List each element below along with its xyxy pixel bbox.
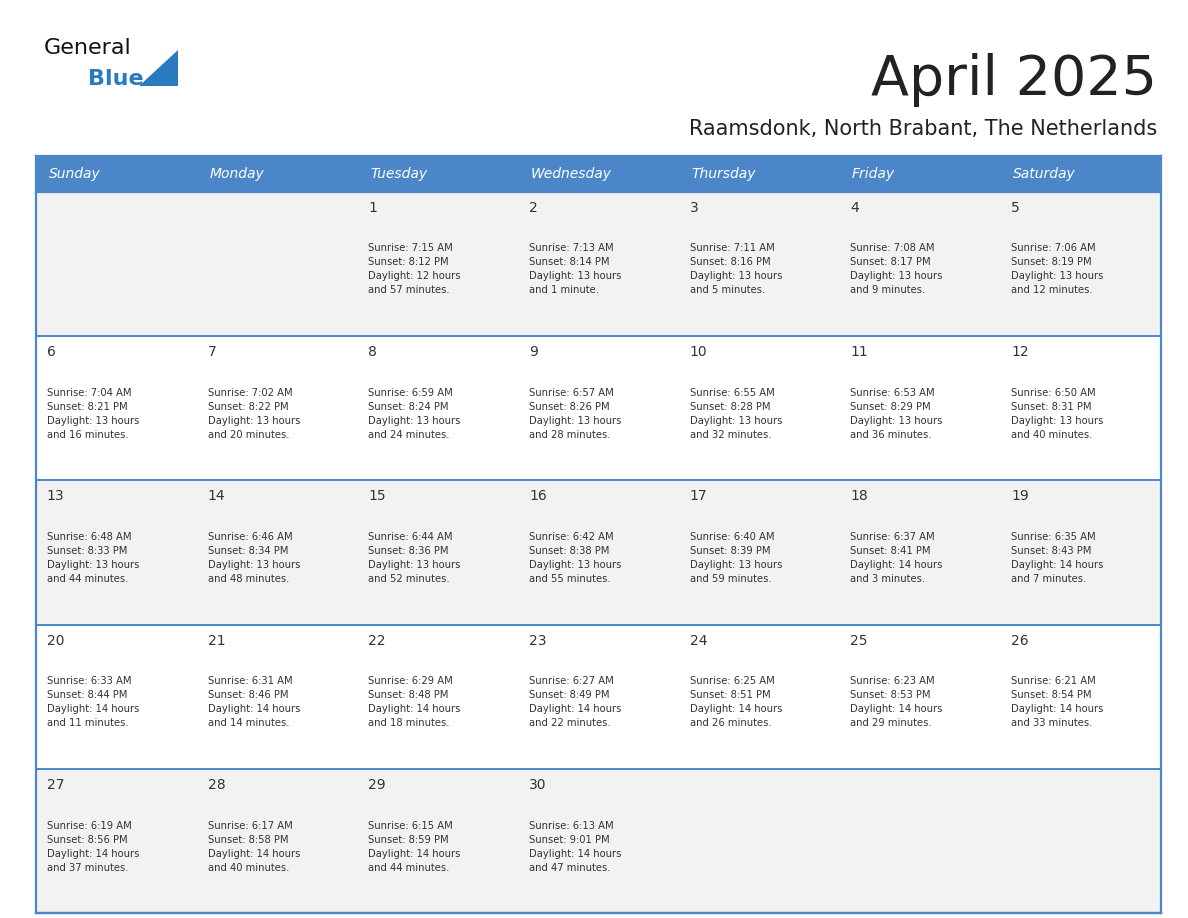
Text: Sunrise: 6:50 AM
Sunset: 8:31 PM
Daylight: 13 hours
and 40 minutes.: Sunrise: 6:50 AM Sunset: 8:31 PM Dayligh… (1011, 387, 1104, 440)
Text: General: General (44, 38, 132, 58)
Bar (36, 769, 1161, 913)
Text: Saturday: Saturday (1013, 167, 1075, 181)
Bar (1000, 156, 1161, 192)
Text: 23: 23 (529, 633, 546, 648)
Bar (36, 480, 1161, 625)
Text: 11: 11 (851, 345, 868, 359)
Text: Sunrise: 6:29 AM
Sunset: 8:48 PM
Daylight: 14 hours
and 18 minutes.: Sunrise: 6:29 AM Sunset: 8:48 PM Dayligh… (368, 677, 461, 728)
Text: Sunday: Sunday (49, 167, 100, 181)
Text: Thursday: Thursday (691, 167, 756, 181)
Text: Sunrise: 6:25 AM
Sunset: 8:51 PM
Daylight: 14 hours
and 26 minutes.: Sunrise: 6:25 AM Sunset: 8:51 PM Dayligh… (690, 677, 782, 728)
Text: Sunrise: 6:37 AM
Sunset: 8:41 PM
Daylight: 14 hours
and 3 minutes.: Sunrise: 6:37 AM Sunset: 8:41 PM Dayligh… (851, 532, 943, 584)
Text: 9: 9 (529, 345, 538, 359)
Text: 22: 22 (368, 633, 386, 648)
Text: 4: 4 (851, 201, 859, 215)
Text: Raamsdonk, North Brabant, The Netherlands: Raamsdonk, North Brabant, The Netherland… (689, 119, 1157, 140)
Text: 25: 25 (851, 633, 868, 648)
Text: 1: 1 (368, 201, 378, 215)
Bar (36, 192, 1161, 336)
Text: Sunrise: 6:13 AM
Sunset: 9:01 PM
Daylight: 14 hours
and 47 minutes.: Sunrise: 6:13 AM Sunset: 9:01 PM Dayligh… (529, 821, 621, 872)
Bar (839, 156, 1000, 192)
Text: 6: 6 (46, 345, 56, 359)
Text: Sunrise: 7:13 AM
Sunset: 8:14 PM
Daylight: 13 hours
and 1 minute.: Sunrise: 7:13 AM Sunset: 8:14 PM Dayligh… (529, 243, 621, 296)
Text: Sunrise: 7:08 AM
Sunset: 8:17 PM
Daylight: 13 hours
and 9 minutes.: Sunrise: 7:08 AM Sunset: 8:17 PM Dayligh… (851, 243, 943, 296)
Text: Sunrise: 6:31 AM
Sunset: 8:46 PM
Daylight: 14 hours
and 14 minutes.: Sunrise: 6:31 AM Sunset: 8:46 PM Dayligh… (208, 677, 301, 728)
Text: 5: 5 (1011, 201, 1020, 215)
Text: 21: 21 (208, 633, 226, 648)
Text: 18: 18 (851, 489, 868, 503)
Text: Sunrise: 6:23 AM
Sunset: 8:53 PM
Daylight: 14 hours
and 29 minutes.: Sunrise: 6:23 AM Sunset: 8:53 PM Dayligh… (851, 677, 943, 728)
Bar (518, 156, 678, 192)
Text: 13: 13 (46, 489, 64, 503)
Text: 3: 3 (690, 201, 699, 215)
Text: 24: 24 (690, 633, 707, 648)
Text: Sunrise: 6:17 AM
Sunset: 8:58 PM
Daylight: 14 hours
and 40 minutes.: Sunrise: 6:17 AM Sunset: 8:58 PM Dayligh… (208, 821, 301, 872)
Bar (36, 156, 196, 192)
Text: Sunrise: 6:48 AM
Sunset: 8:33 PM
Daylight: 13 hours
and 44 minutes.: Sunrise: 6:48 AM Sunset: 8:33 PM Dayligh… (46, 532, 139, 584)
Text: 10: 10 (690, 345, 707, 359)
Text: 8: 8 (368, 345, 378, 359)
Text: Sunrise: 6:35 AM
Sunset: 8:43 PM
Daylight: 14 hours
and 7 minutes.: Sunrise: 6:35 AM Sunset: 8:43 PM Dayligh… (1011, 532, 1104, 584)
Text: Monday: Monday (209, 167, 264, 181)
Text: Sunrise: 7:15 AM
Sunset: 8:12 PM
Daylight: 12 hours
and 57 minutes.: Sunrise: 7:15 AM Sunset: 8:12 PM Dayligh… (368, 243, 461, 296)
Text: 19: 19 (1011, 489, 1029, 503)
Text: Sunrise: 6:57 AM
Sunset: 8:26 PM
Daylight: 13 hours
and 28 minutes.: Sunrise: 6:57 AM Sunset: 8:26 PM Dayligh… (529, 387, 621, 440)
Bar (36, 625, 1161, 769)
Text: 16: 16 (529, 489, 546, 503)
Text: Sunrise: 6:46 AM
Sunset: 8:34 PM
Daylight: 13 hours
and 48 minutes.: Sunrise: 6:46 AM Sunset: 8:34 PM Dayligh… (208, 532, 301, 584)
Text: Sunrise: 6:21 AM
Sunset: 8:54 PM
Daylight: 14 hours
and 33 minutes.: Sunrise: 6:21 AM Sunset: 8:54 PM Dayligh… (1011, 677, 1104, 728)
Text: 7: 7 (208, 345, 216, 359)
Text: Tuesday: Tuesday (369, 167, 426, 181)
Bar (678, 156, 839, 192)
Text: Wednesday: Wednesday (531, 167, 612, 181)
Bar (358, 156, 518, 192)
Polygon shape (139, 50, 178, 86)
Text: 2: 2 (529, 201, 538, 215)
Text: 15: 15 (368, 489, 386, 503)
Text: Sunrise: 7:04 AM
Sunset: 8:21 PM
Daylight: 13 hours
and 16 minutes.: Sunrise: 7:04 AM Sunset: 8:21 PM Dayligh… (46, 387, 139, 440)
Text: 14: 14 (208, 489, 226, 503)
Text: April 2025: April 2025 (871, 53, 1157, 107)
Text: Sunrise: 7:06 AM
Sunset: 8:19 PM
Daylight: 13 hours
and 12 minutes.: Sunrise: 7:06 AM Sunset: 8:19 PM Dayligh… (1011, 243, 1104, 296)
Text: Friday: Friday (852, 167, 896, 181)
Text: 26: 26 (1011, 633, 1029, 648)
Text: 20: 20 (46, 633, 64, 648)
Text: Sunrise: 6:19 AM
Sunset: 8:56 PM
Daylight: 14 hours
and 37 minutes.: Sunrise: 6:19 AM Sunset: 8:56 PM Dayligh… (46, 821, 139, 872)
Bar (196, 156, 358, 192)
Text: 30: 30 (529, 778, 546, 792)
Text: Blue: Blue (88, 69, 144, 89)
Text: 27: 27 (46, 778, 64, 792)
Text: 17: 17 (690, 489, 707, 503)
Text: Sunrise: 7:11 AM
Sunset: 8:16 PM
Daylight: 13 hours
and 5 minutes.: Sunrise: 7:11 AM Sunset: 8:16 PM Dayligh… (690, 243, 782, 296)
Text: Sunrise: 6:27 AM
Sunset: 8:49 PM
Daylight: 14 hours
and 22 minutes.: Sunrise: 6:27 AM Sunset: 8:49 PM Dayligh… (529, 677, 621, 728)
Text: Sunrise: 6:44 AM
Sunset: 8:36 PM
Daylight: 13 hours
and 52 minutes.: Sunrise: 6:44 AM Sunset: 8:36 PM Dayligh… (368, 532, 461, 584)
Bar (36, 336, 1161, 480)
Text: 12: 12 (1011, 345, 1029, 359)
Text: 29: 29 (368, 778, 386, 792)
Text: Sunrise: 6:40 AM
Sunset: 8:39 PM
Daylight: 13 hours
and 59 minutes.: Sunrise: 6:40 AM Sunset: 8:39 PM Dayligh… (690, 532, 782, 584)
Text: Sunrise: 6:15 AM
Sunset: 8:59 PM
Daylight: 14 hours
and 44 minutes.: Sunrise: 6:15 AM Sunset: 8:59 PM Dayligh… (368, 821, 461, 872)
Text: Sunrise: 6:59 AM
Sunset: 8:24 PM
Daylight: 13 hours
and 24 minutes.: Sunrise: 6:59 AM Sunset: 8:24 PM Dayligh… (368, 387, 461, 440)
Text: Sunrise: 7:02 AM
Sunset: 8:22 PM
Daylight: 13 hours
and 20 minutes.: Sunrise: 7:02 AM Sunset: 8:22 PM Dayligh… (208, 387, 301, 440)
Text: Sunrise: 6:55 AM
Sunset: 8:28 PM
Daylight: 13 hours
and 32 minutes.: Sunrise: 6:55 AM Sunset: 8:28 PM Dayligh… (690, 387, 782, 440)
Text: 28: 28 (208, 778, 226, 792)
Text: Sunrise: 6:33 AM
Sunset: 8:44 PM
Daylight: 14 hours
and 11 minutes.: Sunrise: 6:33 AM Sunset: 8:44 PM Dayligh… (46, 677, 139, 728)
Text: Sunrise: 6:53 AM
Sunset: 8:29 PM
Daylight: 13 hours
and 36 minutes.: Sunrise: 6:53 AM Sunset: 8:29 PM Dayligh… (851, 387, 943, 440)
Text: Sunrise: 6:42 AM
Sunset: 8:38 PM
Daylight: 13 hours
and 55 minutes.: Sunrise: 6:42 AM Sunset: 8:38 PM Dayligh… (529, 532, 621, 584)
